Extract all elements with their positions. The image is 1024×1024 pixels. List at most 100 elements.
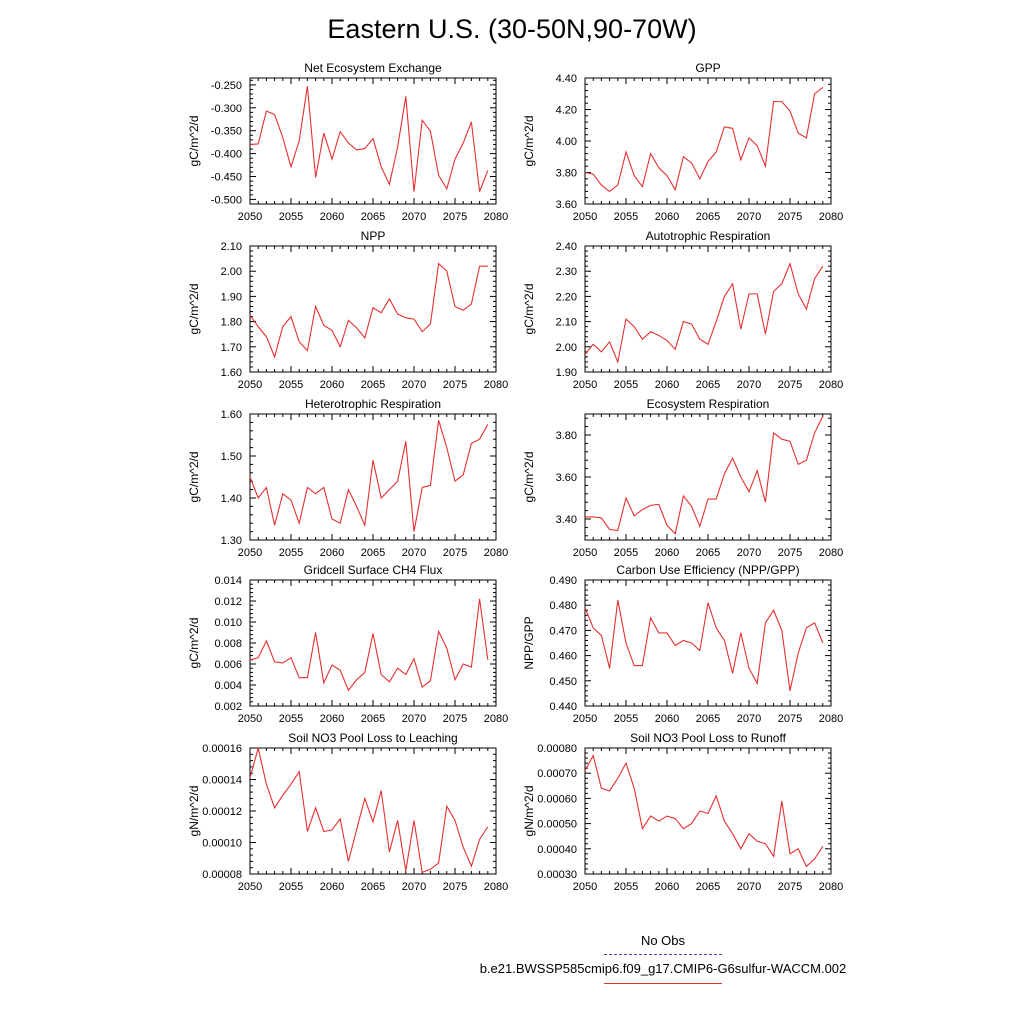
data-point xyxy=(307,487,308,488)
data-point xyxy=(584,607,585,608)
data-point xyxy=(364,337,365,338)
data-point xyxy=(422,687,423,688)
data-point xyxy=(707,161,708,162)
series-line xyxy=(249,598,489,692)
panel-10: Soil NO3 Pool Loss to Runoff gN/m^2/d 2050… xyxy=(522,731,843,893)
data-point xyxy=(732,458,733,459)
data-point xyxy=(356,829,357,830)
data-point xyxy=(748,137,749,138)
data-point xyxy=(438,175,439,176)
data-point xyxy=(299,140,300,141)
data-point xyxy=(282,326,283,327)
data-point xyxy=(356,506,357,507)
data-point xyxy=(487,826,488,827)
data-point xyxy=(282,662,283,663)
data-point xyxy=(372,460,373,461)
data-point xyxy=(683,321,684,322)
data-point xyxy=(249,476,250,477)
data-point xyxy=(658,504,659,505)
data-point xyxy=(732,833,733,834)
data-point xyxy=(740,848,741,849)
panel-title: NPP xyxy=(361,229,386,243)
series-line xyxy=(584,754,824,868)
data-point xyxy=(683,640,684,641)
data-point xyxy=(405,870,406,871)
data-point xyxy=(642,828,643,829)
data-point xyxy=(487,659,488,660)
data-point xyxy=(609,529,610,530)
x-tick-label: 2070 xyxy=(402,713,426,725)
data-point xyxy=(487,170,488,171)
y-tick-label: 0.002 xyxy=(214,701,242,713)
y-tick-label: -0.350 xyxy=(211,126,242,138)
data-point xyxy=(307,831,308,832)
x-tick-label: 2065 xyxy=(696,713,720,725)
y-tick-label: 2.00 xyxy=(556,342,577,354)
y-tick-label: 0.00040 xyxy=(537,844,577,856)
data-point xyxy=(634,788,635,789)
data-point xyxy=(634,326,635,327)
data-point xyxy=(740,159,741,160)
data-point xyxy=(266,784,267,785)
data-point xyxy=(593,173,594,174)
y-tick-label: 0.008 xyxy=(214,638,242,650)
data-point xyxy=(422,120,423,121)
y-tick-label: 2.40 xyxy=(556,241,577,253)
data-point xyxy=(625,763,626,764)
data-point xyxy=(413,820,414,821)
x-tick-label: 2075 xyxy=(778,211,802,223)
plot-frame xyxy=(584,245,832,373)
panel-9: Soil NO3 Pool Loss to Leaching gN/m^2/d 20… xyxy=(187,731,508,893)
x-tick-label: 2075 xyxy=(778,881,802,893)
data-point xyxy=(290,316,291,317)
data-point xyxy=(683,156,684,157)
y-axis-label: gN/m^2/d xyxy=(522,786,536,837)
data-point xyxy=(617,778,618,779)
x-tick-label: 2070 xyxy=(737,713,761,725)
data-point xyxy=(479,839,480,840)
data-point xyxy=(806,137,807,138)
x-tick-label: 2055 xyxy=(279,547,303,559)
data-point xyxy=(389,851,390,852)
data-point xyxy=(716,627,717,628)
x-tick-label: 2060 xyxy=(655,211,679,223)
data-point xyxy=(757,145,758,146)
x-tick-label: 2070 xyxy=(737,547,761,559)
data-point xyxy=(691,324,692,325)
data-point xyxy=(798,293,799,294)
y-tick-label: 1.40 xyxy=(221,493,242,505)
figure-title: Eastern U.S. (30-50N,90-70W) xyxy=(327,14,697,44)
data-point xyxy=(593,516,594,517)
x-tick-label: 2070 xyxy=(402,881,426,893)
y-axis-label: gC/m^2/d xyxy=(522,452,536,503)
x-tick-label: 2055 xyxy=(279,881,303,893)
data-point xyxy=(266,336,267,337)
data-point xyxy=(405,674,406,675)
x-tick-label: 2080 xyxy=(484,881,508,893)
panel-7: Gridcell Surface CH4 Flux gC/m^2/d 2050 205… xyxy=(187,563,508,725)
data-point xyxy=(299,341,300,342)
data-point xyxy=(765,843,766,844)
data-point xyxy=(266,110,267,111)
data-point xyxy=(601,351,602,352)
data-point xyxy=(584,354,585,355)
data-point xyxy=(707,498,708,499)
data-point xyxy=(487,424,488,425)
panel-title: Ecosystem Respiration xyxy=(647,397,770,411)
data-point xyxy=(413,191,414,192)
x-tick-label: 2065 xyxy=(361,713,385,725)
data-point xyxy=(389,184,390,185)
data-point xyxy=(315,177,316,178)
data-point xyxy=(658,167,659,168)
data-point xyxy=(446,188,447,189)
data-point xyxy=(454,679,455,680)
y-tick-label: 0.00050 xyxy=(537,819,577,831)
x-tick-label: 2075 xyxy=(778,547,802,559)
legend-case-line xyxy=(604,983,722,984)
series-line xyxy=(584,261,824,364)
data-point xyxy=(642,509,643,510)
data-point xyxy=(397,313,398,314)
legend-obs-line xyxy=(604,954,722,955)
y-tick-label: 3.60 xyxy=(556,472,577,484)
